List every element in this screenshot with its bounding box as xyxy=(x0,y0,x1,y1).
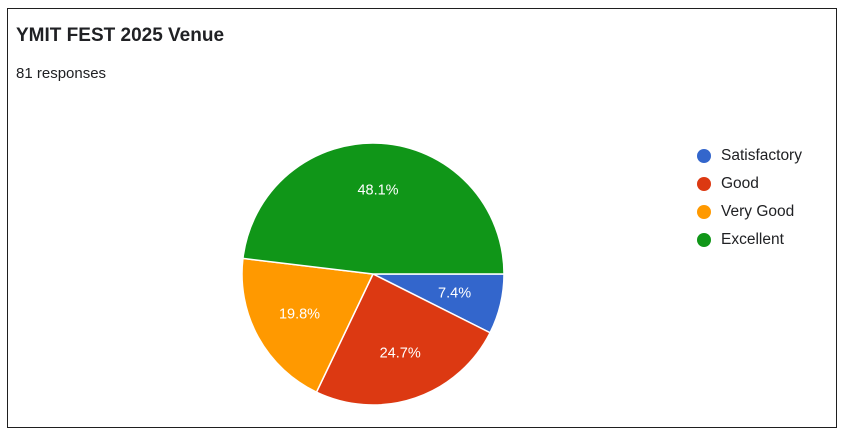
response-count: 81 responses xyxy=(16,65,107,82)
legend-item-satisfactory[interactable]: Satisfactory xyxy=(697,142,802,170)
pie-chart: 7.4% 24.7% 19.8% 48.1% xyxy=(241,142,505,406)
legend-label-good: Good xyxy=(721,175,759,192)
legend-item-good[interactable]: Good xyxy=(697,170,802,198)
pie-slice-excellent[interactable] xyxy=(242,142,505,275)
chart-legend: Satisfactory Good Very Good Excellent xyxy=(697,142,802,254)
legend-dot-good xyxy=(697,177,711,191)
pie-slice-very-good[interactable] xyxy=(241,257,374,393)
pie-label-satisfactory: 7.4% xyxy=(438,285,471,301)
legend-item-very-good[interactable]: Very Good xyxy=(697,198,802,226)
legend-item-excellent[interactable]: Excellent xyxy=(697,226,802,254)
pie-slice-good[interactable] xyxy=(315,273,491,406)
chart-title: YMIT FEST 2025 Venue xyxy=(16,25,225,46)
legend-label-excellent: Excellent xyxy=(721,231,784,248)
pie-slices xyxy=(241,142,505,406)
legend-dot-excellent xyxy=(697,233,711,247)
legend-dot-very-good xyxy=(697,205,711,219)
pie-label-good: 24.7% xyxy=(380,345,421,361)
pie-label-excellent: 48.1% xyxy=(357,182,398,198)
legend-label-very-good: Very Good xyxy=(721,203,795,220)
pie-label-very-good: 19.8% xyxy=(279,306,320,322)
pie-labels: 7.4% 24.7% 19.8% 48.1% xyxy=(279,182,471,361)
legend-label-satisfactory: Satisfactory xyxy=(721,147,802,164)
legend-dot-satisfactory xyxy=(697,149,711,163)
